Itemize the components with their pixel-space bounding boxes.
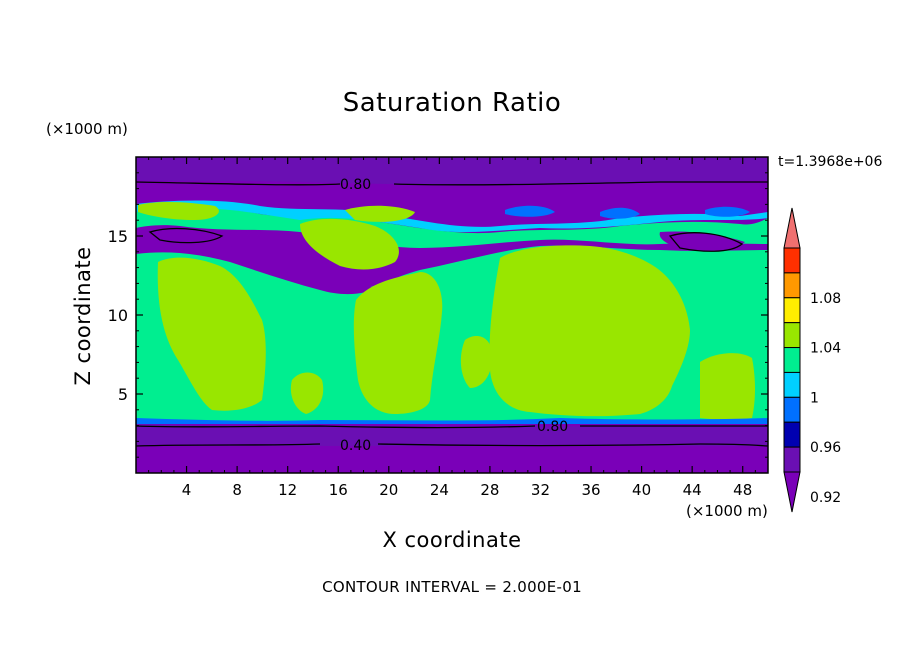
x-axis: 4 8 12 16 20 24 28 32 36 40 44 48 bbox=[148, 157, 756, 499]
colorbar-box bbox=[783, 421, 801, 448]
y-units-label: (×1000 m) bbox=[46, 120, 128, 138]
colorbar-box bbox=[783, 272, 801, 299]
x-tick-label: 24 bbox=[430, 481, 449, 499]
contour-line-lower bbox=[136, 443, 768, 447]
contour-line-top bbox=[136, 181, 768, 186]
colorbar-box bbox=[783, 371, 801, 398]
contour-interval-note: CONTOUR INTERVAL = 2.000E-01 bbox=[322, 578, 582, 596]
y-axis-label: Z coordinate bbox=[71, 246, 95, 386]
y-tick-label: 5 bbox=[118, 385, 128, 404]
colorbar-label: 0.92 bbox=[810, 490, 841, 506]
contour-labels: 0.80 0.80 0.40 bbox=[340, 177, 568, 454]
contour-label: 0.80 bbox=[537, 419, 568, 435]
colorbar-box bbox=[783, 247, 801, 274]
saturated-patch-5 bbox=[290, 372, 324, 414]
colorbar-label: 1.04 bbox=[810, 341, 841, 357]
cloud-top-patch-2 bbox=[300, 218, 399, 270]
colorbar-label: 1 bbox=[810, 390, 819, 406]
x-tick-label: 4 bbox=[182, 481, 192, 499]
x-tick-label: 36 bbox=[581, 481, 600, 499]
colorbar-label: 1.08 bbox=[810, 291, 841, 307]
y-tick-label: 10 bbox=[108, 306, 128, 325]
colorbar-box bbox=[783, 297, 801, 324]
dry-tongue bbox=[136, 231, 380, 295]
x-units-label: (×1000 m) bbox=[686, 502, 768, 520]
chart-title: Saturation Ratio bbox=[342, 88, 562, 118]
x-tick-label: 20 bbox=[379, 481, 398, 499]
saturated-patch-3 bbox=[489, 245, 690, 417]
x-tick-label: 12 bbox=[278, 481, 297, 499]
colorbar-box bbox=[783, 322, 801, 349]
x-tick-label: 16 bbox=[329, 481, 348, 499]
colorbar-box bbox=[783, 446, 801, 473]
colorbar-under-triangle bbox=[783, 471, 801, 513]
x-tick-label: 32 bbox=[531, 481, 550, 499]
colorbar-box bbox=[783, 396, 801, 423]
cloud-top-patch-3 bbox=[345, 205, 415, 222]
saturated-patch-4 bbox=[700, 353, 755, 420]
y-axis: 5 10 15 bbox=[108, 172, 768, 458]
saturated-patch-1 bbox=[157, 257, 266, 411]
x-tick-label: 8 bbox=[232, 481, 242, 499]
x-tick-label: 48 bbox=[733, 481, 752, 499]
contour-label: 0.40 bbox=[340, 438, 371, 454]
upper-dark-layer bbox=[136, 157, 768, 185]
dry-tongue-right bbox=[659, 231, 745, 250]
upper-cyan-edge bbox=[136, 200, 768, 233]
colorbar-label: 0.96 bbox=[810, 440, 841, 456]
contour-dry-pocket-right bbox=[668, 232, 744, 252]
colorbar: 1.08 1.04 1 0.96 0.92 bbox=[783, 207, 841, 513]
x-tick-label: 44 bbox=[683, 481, 702, 499]
contour-dry-pocket-left bbox=[148, 227, 224, 244]
cloud-top-patch-1 bbox=[138, 202, 219, 220]
x-axis-label: X coordinate bbox=[382, 528, 522, 552]
saturated-patch-2 bbox=[353, 272, 443, 414]
y-tick-label: 15 bbox=[108, 227, 128, 246]
lower-dark-layer bbox=[136, 424, 768, 446]
upper-blue-patches bbox=[505, 205, 750, 219]
x-tick-label: 28 bbox=[480, 481, 499, 499]
saturated-patch-6 bbox=[460, 336, 493, 388]
contour-field bbox=[136, 157, 768, 473]
contour-label: 0.80 bbox=[340, 177, 371, 193]
colorbar-box bbox=[783, 347, 801, 373]
time-label: t=1.3968e+06 bbox=[778, 154, 883, 170]
x-tick-label: 40 bbox=[632, 481, 651, 499]
contour-lines bbox=[136, 181, 768, 447]
colorbar-over-triangle bbox=[783, 207, 801, 249]
lower-blue-edge bbox=[136, 418, 768, 424]
contour-line-bottom bbox=[136, 425, 768, 429]
